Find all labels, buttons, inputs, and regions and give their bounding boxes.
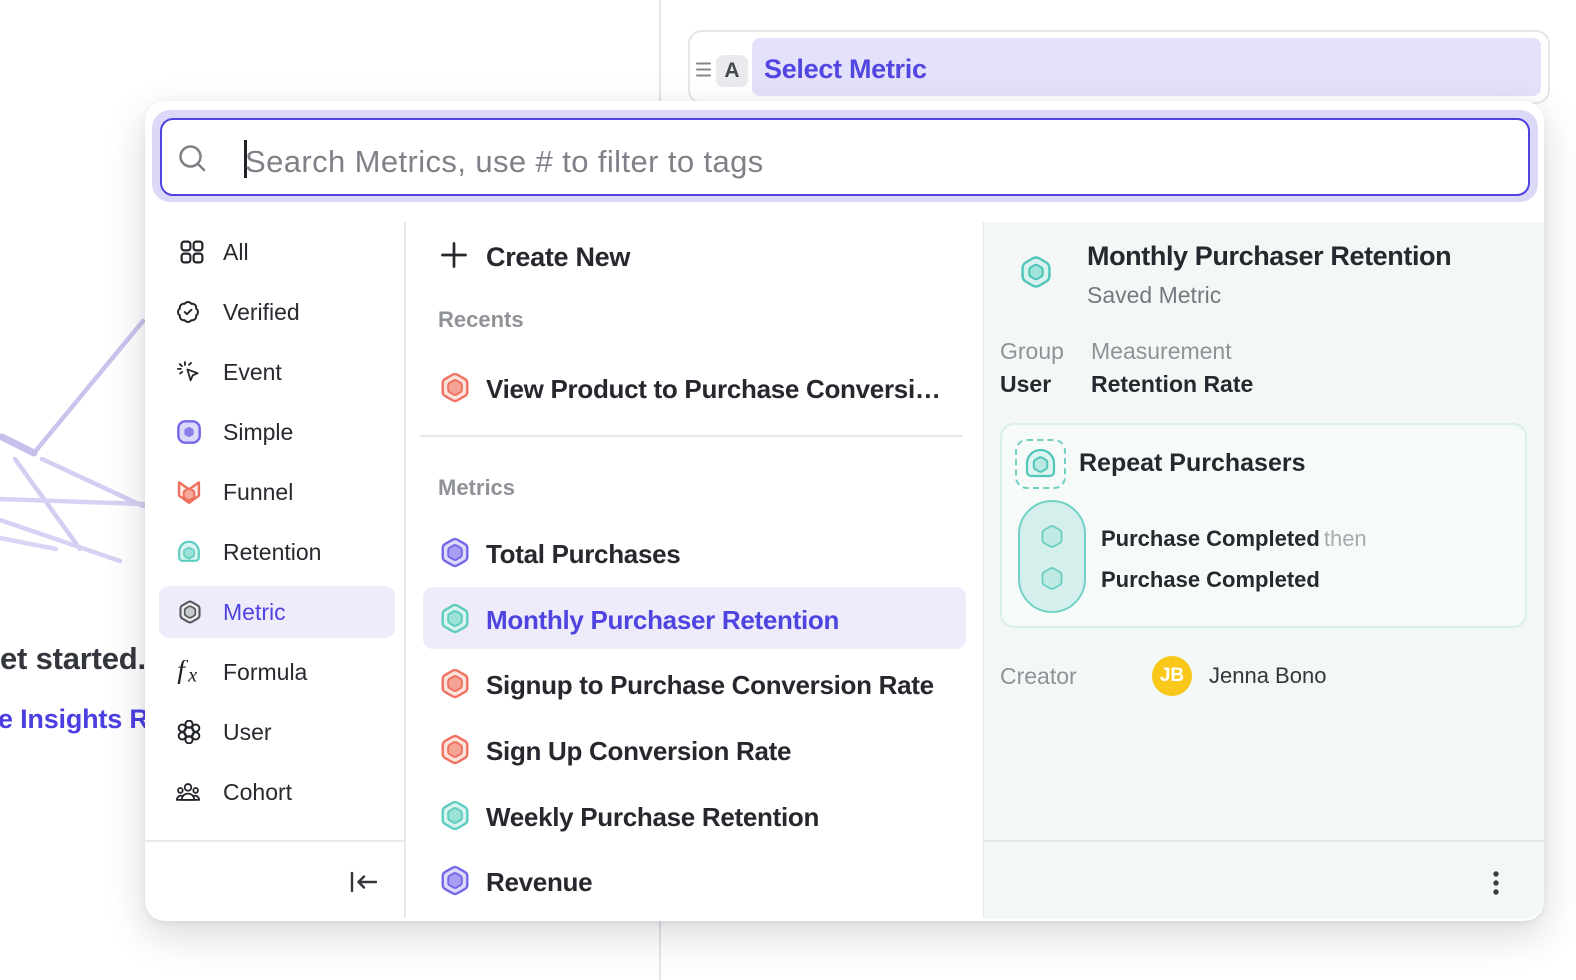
svg-text:x: x <box>187 664 197 684</box>
svg-text:f: f <box>177 660 189 684</box>
